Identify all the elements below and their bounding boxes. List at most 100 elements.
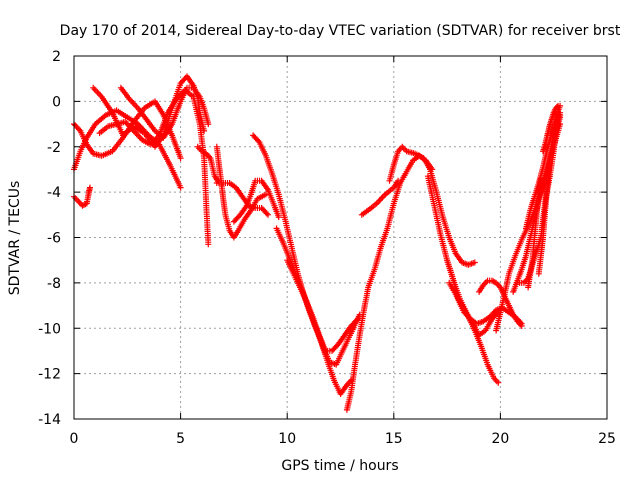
data-point <box>536 250 538 252</box>
data-point <box>397 180 399 182</box>
data-point <box>275 227 278 229</box>
data-point <box>214 175 216 177</box>
data-point <box>120 87 122 89</box>
data-point <box>180 157 182 159</box>
data-point <box>489 316 491 318</box>
data-point <box>531 259 534 261</box>
data-point <box>529 236 531 239</box>
data-point <box>487 364 489 366</box>
data-point <box>86 143 88 146</box>
y-tick-label: 0 <box>52 94 61 110</box>
data-point <box>105 114 107 116</box>
data-point <box>548 125 551 127</box>
data-point <box>461 261 463 264</box>
data-point <box>350 391 352 393</box>
data-point <box>542 166 544 168</box>
data-point <box>333 379 335 381</box>
data-point <box>99 132 101 134</box>
data-point <box>288 257 290 259</box>
data-point <box>546 187 548 189</box>
data-point <box>442 216 444 218</box>
data-point <box>376 202 378 205</box>
data-point <box>162 114 165 116</box>
data-point <box>504 293 506 295</box>
data-point <box>203 157 205 159</box>
data-point <box>495 309 497 311</box>
data-point <box>116 109 118 111</box>
series-markers <box>273 225 355 397</box>
series-s12 <box>273 225 355 397</box>
data-point <box>254 180 256 182</box>
data-point <box>467 316 469 318</box>
data-point <box>233 236 235 239</box>
data-point <box>544 209 546 211</box>
data-point <box>435 191 437 193</box>
data-point <box>401 146 403 148</box>
data-point <box>344 334 346 336</box>
data-point <box>224 214 226 216</box>
data-point <box>235 187 237 189</box>
data-point <box>529 209 531 211</box>
data-point <box>551 118 553 121</box>
series-s6 <box>96 87 212 248</box>
data-point <box>525 227 527 229</box>
data-point <box>367 286 369 288</box>
x-tick-labels: 0 5 10 15 20 25 <box>70 431 616 447</box>
data-point <box>495 282 497 284</box>
data-point <box>79 130 81 132</box>
data-point <box>197 146 199 148</box>
data-point <box>267 214 269 216</box>
data-point <box>122 134 124 136</box>
data-point <box>497 382 499 384</box>
data-point <box>252 134 254 136</box>
y-tick-label: -6 <box>47 231 61 247</box>
data-point <box>521 268 523 270</box>
data-point <box>186 87 188 89</box>
data-point <box>293 273 295 275</box>
data-point <box>133 130 135 132</box>
y-tick-label: -4 <box>47 185 61 201</box>
data-point <box>516 280 519 282</box>
data-point <box>207 243 209 245</box>
series-s27 <box>540 102 561 155</box>
data-point <box>521 325 523 327</box>
data-point <box>86 137 88 139</box>
data-point <box>484 329 487 332</box>
data-point <box>357 318 359 320</box>
data-point <box>150 143 152 146</box>
data-point <box>331 350 333 352</box>
data-layer <box>71 73 564 413</box>
data-point <box>199 96 201 98</box>
data-point <box>559 116 561 118</box>
data-point <box>201 150 203 152</box>
data-point <box>312 316 314 318</box>
series-s26 <box>525 175 544 291</box>
data-point <box>487 280 489 282</box>
data-point <box>154 100 156 102</box>
y-axis-label: SDTVAR / TECUs <box>7 181 23 296</box>
data-point <box>180 100 182 102</box>
x-tick-label: 25 <box>598 431 616 447</box>
data-point <box>124 121 126 123</box>
data-point <box>222 182 224 184</box>
series-s19 <box>446 279 502 386</box>
data-point <box>229 230 231 232</box>
data-point <box>359 314 361 316</box>
data-point <box>318 334 320 336</box>
data-point <box>525 255 527 257</box>
data-point <box>273 205 275 207</box>
data-point <box>533 196 536 198</box>
data-point <box>423 157 425 159</box>
y-tick-label: -8 <box>47 276 61 292</box>
data-point <box>542 150 544 152</box>
data-point <box>175 98 177 100</box>
data-point <box>261 180 263 182</box>
data-point <box>499 311 501 313</box>
data-point <box>359 334 361 336</box>
series-s10 <box>230 177 282 225</box>
data-point <box>393 202 395 205</box>
data-point <box>342 350 344 352</box>
data-point <box>346 409 348 411</box>
data-point <box>169 164 171 166</box>
